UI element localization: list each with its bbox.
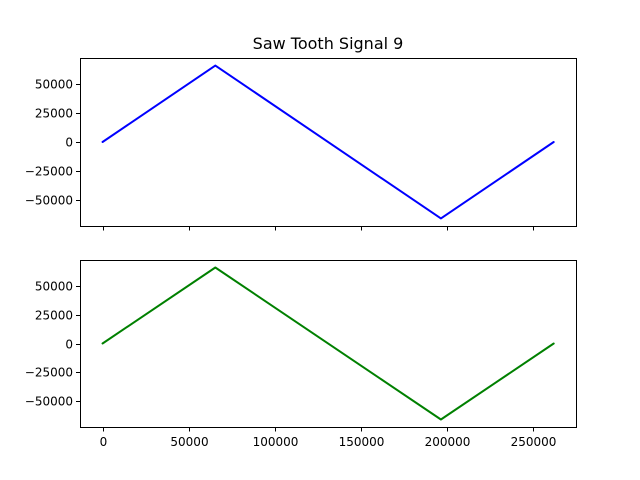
x-tick-label: 250000 [511,435,557,449]
y-tick-label-top: −50000 [25,194,73,208]
x-tick-label: 0 [100,435,108,449]
subplot-top: 50000 25000 0 −25000 −50000 [25,58,577,231]
chart-title: Saw Tooth Signal 9 [253,34,404,53]
axes-frame-top [80,58,577,227]
x-tick-label: 100000 [253,435,299,449]
x-tick-label: 50000 [170,435,208,449]
y-tick-label-bottom: −25000 [25,366,73,380]
x-tick-label: 150000 [339,435,385,449]
y-tick-label-bottom: −50000 [25,395,73,409]
y-tick-label-top: 50000 [35,78,73,92]
series-line-top-0 [101,64,555,220]
y-tick-label-bottom: 25000 [35,309,73,323]
y-tick-label-bottom: 0 [65,338,73,352]
axes-frame-bottom [80,260,577,428]
series-line-bottom-0 [101,266,555,421]
y-tick-label-bottom: 50000 [35,280,73,294]
y-tick-label-top: 0 [65,136,73,150]
y-tick-label-top: −25000 [25,165,73,179]
x-tick-label: 200000 [425,435,471,449]
y-tick-label-top: 25000 [35,107,73,121]
